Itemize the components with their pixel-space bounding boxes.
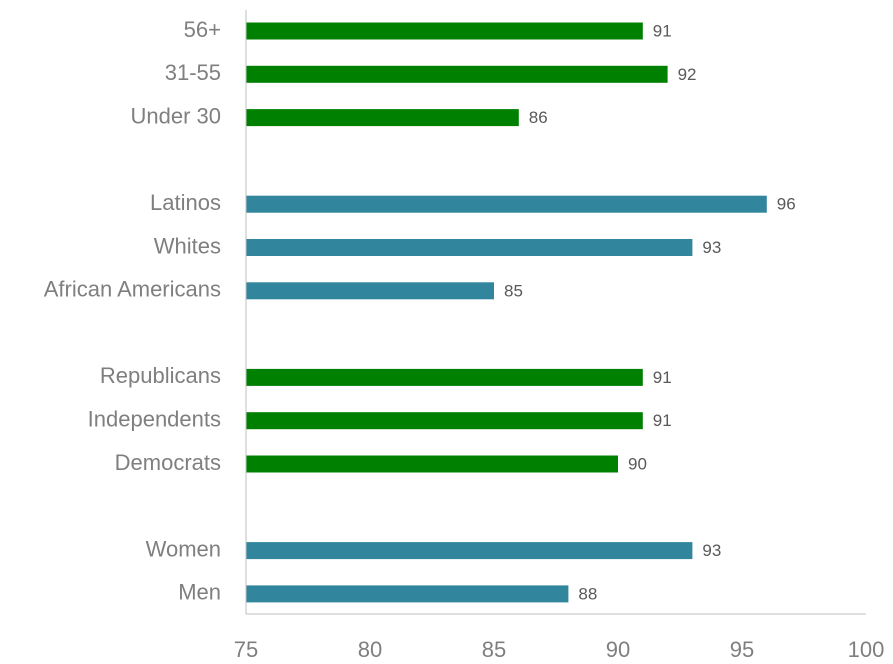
data-label: 86 <box>529 108 548 127</box>
category-label: African Americans <box>44 277 221 302</box>
category-label: Under 30 <box>130 103 221 128</box>
category-label: Men <box>178 580 221 605</box>
bar-republicans <box>246 368 643 386</box>
bar-under-30 <box>246 109 519 127</box>
bar-african-americans <box>246 282 494 300</box>
data-label: 92 <box>678 65 697 84</box>
bar-women <box>246 542 693 560</box>
category-label: Whites <box>154 233 221 258</box>
data-label: 91 <box>653 368 672 387</box>
category-label: Republicans <box>100 363 221 388</box>
bar-democrats <box>246 455 618 473</box>
bar-men <box>246 585 569 603</box>
data-label: 96 <box>777 195 796 214</box>
x-tick-label: 100 <box>848 637 885 662</box>
x-tick-label: 95 <box>730 637 754 662</box>
bar-independents <box>246 412 643 430</box>
category-label: Women <box>146 536 221 561</box>
x-tick-label: 90 <box>606 637 630 662</box>
bar-whites <box>246 239 693 256</box>
x-tick-label: 85 <box>482 637 506 662</box>
category-label: Independents <box>88 407 221 432</box>
data-label: 88 <box>578 584 597 603</box>
bar-latinos <box>246 195 767 213</box>
x-tick-label: 75 <box>234 637 258 662</box>
data-label: 85 <box>504 281 523 300</box>
category-label: Democrats <box>115 450 221 475</box>
data-label: 91 <box>653 411 672 430</box>
category-label: 31-55 <box>165 60 221 85</box>
data-label: 93 <box>702 541 721 560</box>
category-label: Latinos <box>150 190 221 215</box>
x-tick-labels: 75 80 85 90 95 100 <box>234 637 885 662</box>
bar-31-55 <box>246 65 668 83</box>
x-tick-label: 80 <box>358 637 382 662</box>
data-label: 93 <box>702 238 721 257</box>
data-label: 91 <box>653 21 672 40</box>
data-label: 90 <box>628 454 647 473</box>
category-label: 56+ <box>184 17 221 42</box>
bars-layer: 56+ 91 31-55 92 Under 30 86 Latinos 96 Whites 93 A… <box>44 17 796 605</box>
bar-56- <box>246 22 643 40</box>
